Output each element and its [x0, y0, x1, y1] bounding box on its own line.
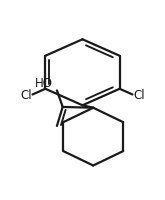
Text: Cl: Cl	[133, 89, 145, 101]
Text: HO: HO	[35, 77, 53, 90]
Text: Cl: Cl	[20, 89, 32, 101]
